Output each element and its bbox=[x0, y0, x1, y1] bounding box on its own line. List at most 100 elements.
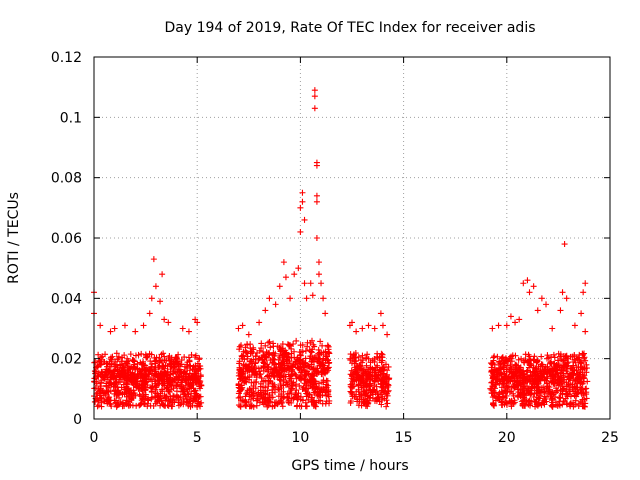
data-point bbox=[304, 339, 311, 346]
data-point bbox=[561, 241, 568, 248]
data-point bbox=[353, 328, 360, 335]
data-point bbox=[267, 344, 274, 351]
data-point bbox=[365, 322, 372, 329]
data-point bbox=[545, 354, 552, 361]
data-point bbox=[354, 398, 361, 405]
data-point bbox=[505, 378, 512, 385]
data-point bbox=[97, 382, 104, 389]
data-point bbox=[306, 347, 313, 354]
y-tick-label: 0.12 bbox=[51, 50, 82, 66]
data-point bbox=[299, 198, 306, 205]
data-point bbox=[364, 403, 371, 410]
data-point bbox=[174, 358, 181, 365]
data-point bbox=[382, 385, 389, 392]
data-point bbox=[530, 283, 537, 290]
data-point bbox=[513, 362, 520, 369]
data-point bbox=[489, 389, 496, 396]
data-point bbox=[299, 369, 306, 376]
y-tick-label: 0.06 bbox=[51, 231, 82, 247]
data-point bbox=[363, 355, 370, 362]
data-point bbox=[94, 395, 101, 402]
data-point bbox=[288, 345, 295, 352]
data-point bbox=[571, 383, 578, 390]
data-point bbox=[323, 392, 330, 399]
data-point bbox=[302, 347, 309, 354]
data-point bbox=[162, 371, 169, 378]
data-point bbox=[524, 277, 531, 284]
data-point bbox=[520, 280, 527, 287]
data-point bbox=[270, 349, 277, 356]
data-point bbox=[259, 398, 266, 405]
y-tick-label: 0.02 bbox=[51, 352, 82, 368]
data-point bbox=[528, 398, 535, 405]
data-point bbox=[303, 368, 310, 375]
data-point bbox=[313, 235, 320, 241]
data-point bbox=[131, 363, 138, 370]
data-point bbox=[509, 377, 516, 384]
data-point bbox=[501, 381, 508, 388]
data-point bbox=[315, 355, 322, 362]
data-point bbox=[113, 400, 120, 407]
data-point bbox=[180, 388, 187, 395]
data-point bbox=[155, 371, 162, 378]
data-point bbox=[263, 354, 270, 361]
data-point bbox=[262, 307, 269, 314]
data-point bbox=[540, 399, 547, 406]
data-point bbox=[514, 385, 521, 392]
data-point bbox=[554, 377, 561, 384]
data-point bbox=[493, 367, 500, 374]
data-point bbox=[274, 343, 281, 350]
data-point bbox=[182, 382, 189, 389]
data-point bbox=[315, 271, 322, 278]
data-point bbox=[278, 361, 285, 368]
data-point bbox=[373, 388, 380, 395]
data-point bbox=[531, 375, 538, 382]
data-point bbox=[99, 368, 106, 375]
data-point bbox=[296, 348, 303, 355]
data-point bbox=[276, 283, 283, 290]
data-point bbox=[138, 350, 145, 357]
data-point bbox=[492, 397, 499, 404]
data-point bbox=[573, 393, 580, 400]
data-point bbox=[522, 351, 529, 358]
data-point bbox=[281, 394, 288, 401]
data-point bbox=[538, 361, 545, 368]
data-point bbox=[250, 356, 257, 363]
data-point bbox=[116, 361, 123, 368]
data-point bbox=[264, 403, 271, 410]
data-point bbox=[120, 367, 127, 374]
data-point bbox=[277, 377, 284, 384]
data-point bbox=[113, 350, 120, 357]
data-point bbox=[490, 400, 497, 407]
chart-title: Day 194 of 2019, Rate Of TEC Index for r… bbox=[164, 20, 535, 36]
data-point bbox=[507, 399, 514, 406]
data-point bbox=[115, 353, 122, 360]
data-point bbox=[546, 388, 553, 395]
data-point bbox=[265, 372, 272, 379]
data-point bbox=[570, 388, 577, 395]
data-point bbox=[559, 289, 566, 296]
data-point bbox=[104, 387, 111, 394]
data-point bbox=[125, 373, 132, 380]
data-point bbox=[171, 363, 178, 370]
data-point bbox=[563, 295, 570, 302]
data-point bbox=[188, 390, 195, 397]
data-point bbox=[363, 375, 370, 382]
data-point bbox=[298, 403, 305, 410]
data-point bbox=[309, 292, 316, 299]
data-point bbox=[242, 398, 249, 405]
data-point bbox=[123, 401, 130, 408]
data-point bbox=[98, 359, 105, 366]
data-point bbox=[258, 393, 265, 400]
data-point bbox=[378, 383, 385, 390]
data-point bbox=[508, 383, 515, 390]
data-point bbox=[295, 265, 302, 272]
data-point bbox=[100, 392, 107, 399]
data-point bbox=[113, 373, 120, 380]
data-point bbox=[566, 401, 573, 408]
data-point bbox=[187, 398, 194, 405]
data-point bbox=[495, 361, 502, 368]
data-point bbox=[502, 373, 509, 380]
data-point bbox=[155, 380, 162, 387]
data-point bbox=[115, 390, 122, 397]
